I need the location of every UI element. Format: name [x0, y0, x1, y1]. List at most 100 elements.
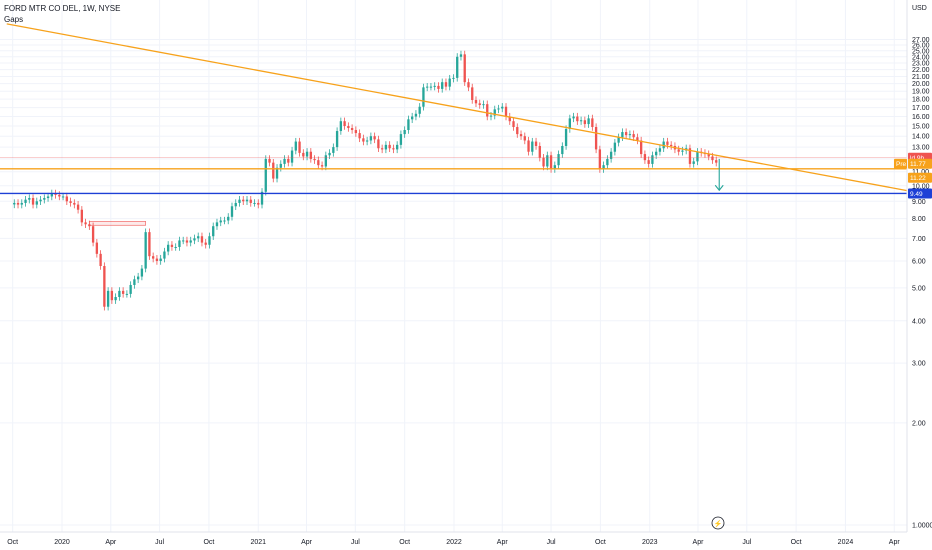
candle-body — [189, 240, 192, 243]
candle — [249, 196, 252, 207]
downtrend-line — [6, 23, 908, 192]
candle — [144, 228, 147, 273]
candle-body — [523, 136, 526, 141]
candle-body — [504, 106, 508, 117]
candle-body — [527, 140, 530, 152]
candle — [114, 293, 117, 304]
candle — [512, 117, 515, 131]
candle-body — [602, 165, 605, 170]
candle — [501, 103, 504, 113]
candle-body — [549, 155, 553, 170]
candle-body — [204, 242, 207, 245]
candle-body — [655, 151, 658, 156]
price-badge-level-text: 9.49 — [910, 191, 923, 198]
candle-body — [411, 116, 414, 120]
candle — [594, 123, 598, 154]
candle — [245, 196, 249, 206]
candle — [28, 194, 31, 204]
candle — [621, 128, 624, 141]
candle — [313, 155, 316, 164]
candle-body — [497, 108, 500, 110]
candles — [13, 50, 718, 311]
candle-body — [594, 127, 598, 150]
candle — [238, 196, 241, 207]
candle-body — [362, 138, 365, 142]
x-tick-label: Oct — [595, 539, 606, 546]
candle-body — [238, 199, 241, 203]
lightning-icon[interactable]: ⚡ — [711, 516, 725, 530]
candle-body — [332, 147, 335, 153]
candle-body — [103, 266, 106, 307]
candle-body — [24, 199, 27, 203]
candle-body — [305, 151, 309, 157]
candle — [43, 194, 46, 204]
candle-body — [681, 150, 684, 152]
candle-body — [58, 194, 61, 197]
candle — [24, 196, 27, 207]
candle — [639, 136, 643, 158]
candle-body — [624, 132, 628, 136]
symbol-title[interactable]: FORD MTR CO DEL, 1W, NYSE — [4, 4, 121, 13]
x-tick-label: 2021 — [250, 539, 266, 546]
candle-body — [429, 86, 433, 88]
y-tick-label: 25.00 — [912, 48, 930, 55]
candle-body — [561, 145, 564, 155]
candle — [95, 238, 99, 258]
candle-body — [639, 140, 643, 155]
indicator-label[interactable]: Gaps — [4, 15, 24, 24]
candle-body — [28, 198, 31, 200]
candle-body — [208, 236, 211, 245]
candle-body — [715, 160, 718, 163]
candle — [369, 132, 373, 145]
candle-body — [234, 202, 237, 207]
candle — [542, 154, 545, 171]
candle — [103, 262, 106, 311]
candle-body — [317, 160, 320, 166]
candle-body — [178, 240, 181, 247]
candle — [407, 115, 410, 134]
candle — [219, 216, 222, 227]
candle-body — [50, 193, 53, 197]
candle-body — [403, 130, 406, 135]
candle-body — [474, 99, 478, 104]
y-tick-label: 15.00 — [912, 124, 930, 131]
candle-body — [219, 220, 222, 223]
candle-body — [407, 119, 410, 131]
candle-body — [557, 154, 560, 166]
candle-body — [279, 163, 282, 168]
candle — [260, 188, 264, 209]
candle-body — [39, 199, 42, 202]
candle-body — [148, 232, 151, 257]
candle-body — [606, 158, 609, 166]
candle — [688, 144, 692, 168]
candle — [133, 275, 136, 289]
candle-body — [114, 297, 117, 301]
candle — [163, 247, 166, 263]
candle — [317, 156, 320, 169]
candle — [121, 287, 125, 298]
candle-body — [339, 121, 343, 132]
candle-body — [350, 128, 354, 131]
candle-body — [260, 191, 264, 205]
candle-body — [347, 126, 350, 129]
candle-body — [677, 149, 680, 152]
candle — [283, 155, 286, 168]
candle — [384, 141, 388, 154]
x-tick-label: Jul — [155, 539, 164, 546]
candle — [670, 141, 673, 150]
y-tick-label: 14.00 — [912, 134, 930, 141]
candle-body — [125, 293, 129, 295]
candle-body — [69, 201, 72, 203]
candle-body — [377, 139, 380, 149]
candle-body — [200, 236, 204, 243]
candle-body — [444, 82, 448, 87]
y-tick-label: 1.0000 — [912, 523, 932, 530]
candle-body — [426, 86, 429, 88]
y-tick-label: 22.00 — [912, 67, 930, 74]
candle-body — [478, 103, 481, 106]
candle-body — [651, 155, 654, 164]
candle-body — [658, 148, 662, 152]
candle-body — [133, 279, 136, 285]
